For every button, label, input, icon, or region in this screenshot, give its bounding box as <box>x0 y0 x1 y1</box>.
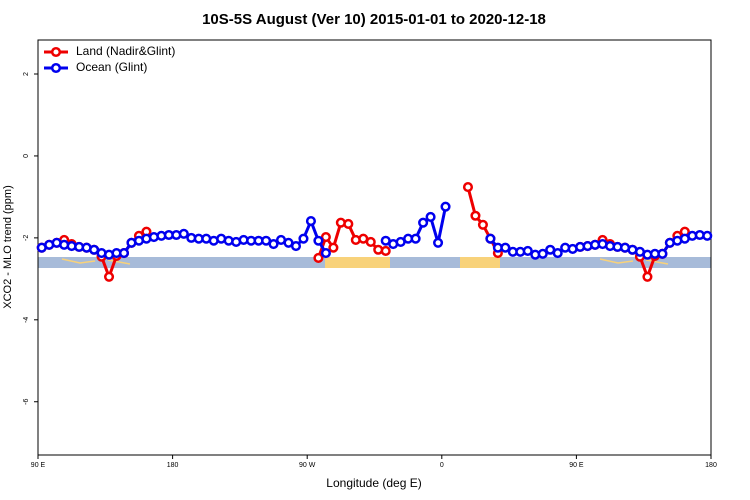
point <box>305 216 316 227</box>
point <box>552 247 563 259</box>
point <box>313 252 324 263</box>
point <box>328 242 339 253</box>
point <box>320 247 331 259</box>
point <box>477 219 488 230</box>
point <box>320 232 331 243</box>
y-axis-label: XCO2 - MLO trend (ppm) <box>2 185 14 308</box>
point <box>657 248 668 259</box>
y-tick-label: -4 <box>23 317 30 323</box>
point <box>433 237 444 248</box>
x-tick-label: 180 <box>167 462 179 469</box>
point <box>290 241 302 252</box>
point <box>298 233 309 244</box>
point <box>462 182 474 193</box>
point <box>522 245 533 257</box>
chart-title: 10S-5S August (Ver 10) 2015-01-01 to 202… <box>202 11 546 28</box>
point <box>118 247 130 259</box>
point <box>702 230 713 241</box>
point <box>425 211 436 223</box>
point <box>313 235 324 246</box>
x-axis-label: Longitude (deg E) <box>326 476 421 490</box>
point <box>410 233 421 244</box>
y-tick-label: -6 <box>23 399 30 405</box>
point <box>343 218 354 229</box>
y-tick-label: 2 <box>23 72 30 76</box>
point <box>537 248 548 259</box>
point <box>418 217 429 228</box>
legend-marker <box>50 62 62 74</box>
point <box>642 271 653 282</box>
y-tick-label: 0 <box>23 154 30 158</box>
legend-label: Ocean (Glint) <box>76 60 147 74</box>
x-tick-label: 90 E <box>31 462 46 469</box>
x-tick-label: 90 W <box>299 462 316 469</box>
point <box>268 238 279 250</box>
x-tick-label: 90 E <box>569 462 584 469</box>
legend-label: Land (Nadir&Glint) <box>76 44 175 58</box>
point <box>103 271 115 282</box>
land-band <box>460 257 500 268</box>
point <box>470 210 481 221</box>
point <box>365 236 376 248</box>
point <box>178 228 189 239</box>
land-band <box>325 257 390 268</box>
point <box>380 245 391 257</box>
y-tick-label: -2 <box>23 235 30 241</box>
point <box>500 242 511 253</box>
x-tick-label: 180 <box>705 462 717 469</box>
point <box>440 201 451 212</box>
point <box>485 233 496 244</box>
island-marks <box>61 258 669 265</box>
x-tick-label: 0 <box>440 462 444 469</box>
legend-marker <box>50 46 62 58</box>
